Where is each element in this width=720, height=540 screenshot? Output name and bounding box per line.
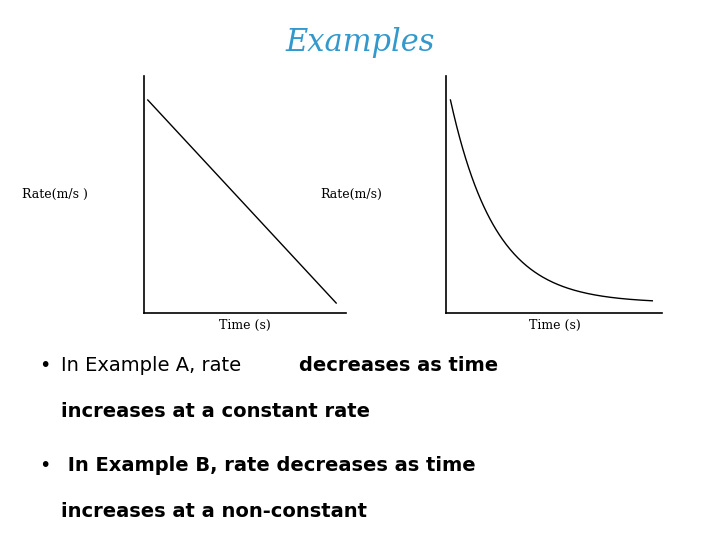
Text: decreases as time: decreases as time	[299, 356, 498, 375]
X-axis label: Time (s): Time (s)	[219, 319, 271, 332]
X-axis label: Time (s): Time (s)	[528, 319, 580, 332]
Text: •: •	[40, 356, 51, 375]
Text: increases at a constant rate: increases at a constant rate	[61, 402, 370, 421]
Text: increases at a non-constant: increases at a non-constant	[61, 502, 367, 521]
Text: Rate(m/s): Rate(m/s)	[320, 188, 382, 201]
Text: In Example B, rate decreases as time: In Example B, rate decreases as time	[61, 456, 476, 475]
Text: Rate(m/s ): Rate(m/s )	[22, 188, 87, 201]
Text: •: •	[40, 456, 51, 475]
Text: In Example A, rate: In Example A, rate	[61, 356, 248, 375]
Text: Examples: Examples	[285, 27, 435, 58]
